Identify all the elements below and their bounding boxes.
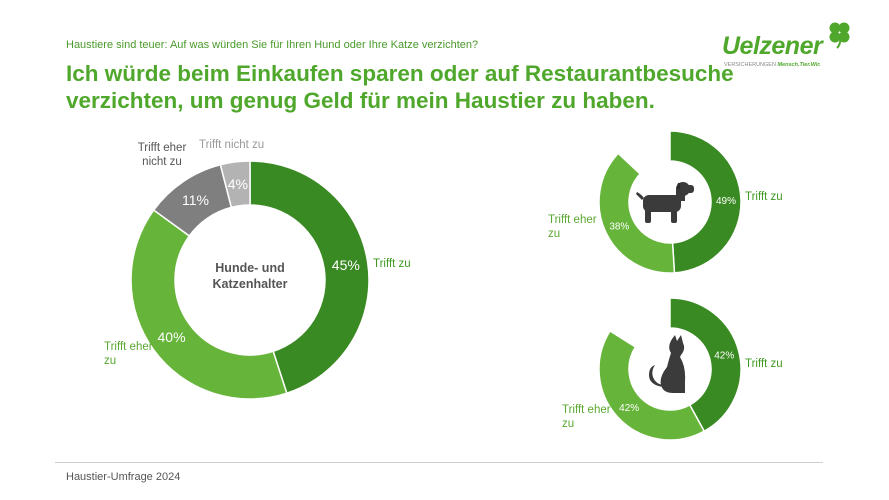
logo-tagline-prefix: VERSICHERUNGEN <box>724 62 776 68</box>
footer-divider <box>55 462 823 463</box>
footer-source: Haustier-Umfrage 2024 <box>66 471 181 483</box>
legend-trifft-eher-nicht-zu-main: Trifft eher nicht zu <box>137 142 187 168</box>
logo-tagline: VERSICHERUNGEN Mensch.Tier.Wir. <box>724 62 821 68</box>
donut-chart-cat-owners: 42% 42% <box>598 297 742 441</box>
legend-trifft-zu-dog: Trifft zu <box>745 191 783 203</box>
donut-slice <box>130 209 288 400</box>
dog-icon <box>636 182 694 223</box>
donut-value-label: 42% <box>619 403 639 414</box>
legend-trifft-zu-main: Trifft zu <box>373 258 411 270</box>
donut-value-label: 38% <box>609 221 629 232</box>
donut-slice <box>219 160 251 209</box>
donut-value-label: 45% <box>332 257 360 273</box>
legend-trifft-eher-zu-dog: Trifft eher zu <box>548 214 597 240</box>
donut-center-label: Hunde- und Katzenhalter <box>212 261 288 291</box>
donut-slice <box>249 160 370 395</box>
donut-value-label: 42% <box>714 351 734 362</box>
clover-icon <box>829 22 850 49</box>
donut-slice <box>669 297 742 433</box>
donut-value-label: 40% <box>158 329 186 345</box>
logo-wordmark: Uelzener <box>722 32 823 60</box>
legend-trifft-nicht-zu-main: Trifft nicht zu <box>199 139 265 151</box>
logo-tagline-text: Mensch.Tier.Wir. <box>777 62 821 68</box>
donut-slice <box>669 130 742 274</box>
donut-value-label: 4% <box>228 176 248 192</box>
donut-chart-all-owners: 45% 40% 11% 4% <box>130 160 370 400</box>
page-title: Ich würde beim Einkaufen sparen oder auf… <box>66 61 734 113</box>
chart-subtitle: Haustiere sind teuer: Auf was würden Sie… <box>66 39 479 51</box>
legend-trifft-zu-cat: Trifft zu <box>745 358 783 370</box>
donut-chart-dog-owners: 49% 38% <box>598 130 742 274</box>
donut-slice <box>598 329 706 441</box>
donut-value-label: 11% <box>182 192 209 208</box>
brand-logo: Uelzener VERSICHERUNGEN Mensch.Tier.Wir. <box>722 20 862 75</box>
cat-icon <box>649 335 686 393</box>
legend-trifft-eher-zu-cat: Trifft eher zu <box>562 404 611 430</box>
legend-trifft-eher-zu-main: Trifft eher zu <box>104 341 153 367</box>
donut-value-label: 49% <box>716 196 736 207</box>
donut-slice <box>598 152 676 274</box>
